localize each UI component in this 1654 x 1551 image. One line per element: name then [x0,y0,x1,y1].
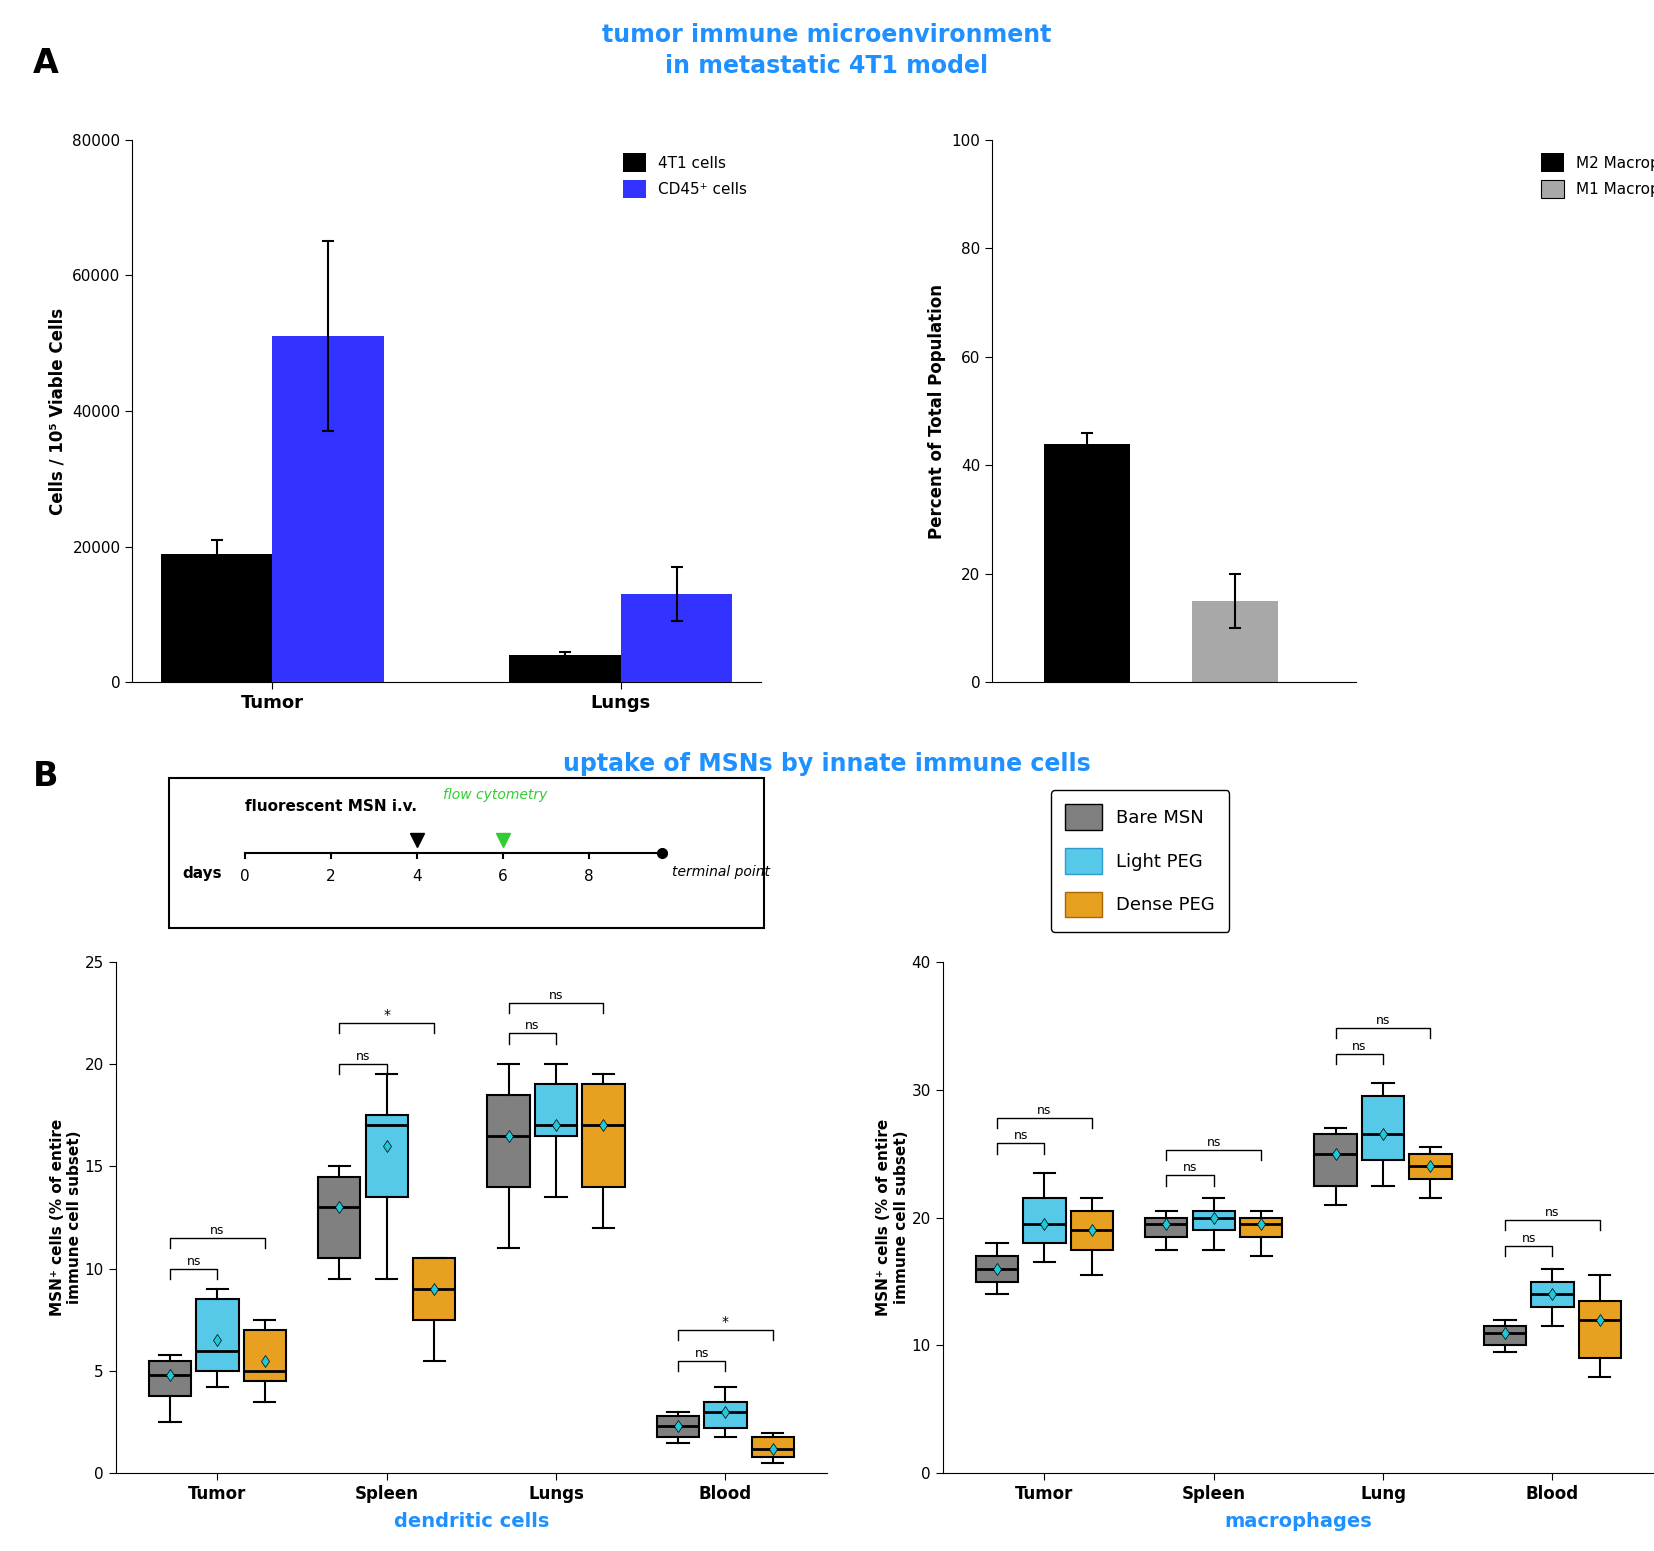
Text: terminal point: terminal point [672,865,769,879]
Text: days: days [182,865,222,881]
Text: ns: ns [1183,1162,1197,1174]
Legend: 4T1 cells, CD45⁺ cells: 4T1 cells, CD45⁺ cells [617,147,753,205]
Text: ns: ns [526,1019,539,1033]
X-axis label: macrophages: macrophages [1224,1512,1373,1531]
PathPatch shape [1315,1134,1356,1185]
Bar [1193,600,1279,682]
Text: tumor immune microenvironment
in metastatic 4T1 model: tumor immune microenvironment in metasta… [602,23,1052,78]
Y-axis label: MSN⁺ cells (% of entire
immune cell subset): MSN⁺ cells (% of entire immune cell subs… [877,1118,908,1317]
Text: ns: ns [1206,1135,1221,1149]
Y-axis label: MSN⁺ cells (% of entire
immune cell subset): MSN⁺ cells (% of entire immune cell subs… [50,1118,83,1317]
PathPatch shape [976,1256,1019,1281]
Text: 6: 6 [498,869,508,884]
Bar [273,337,384,682]
FancyBboxPatch shape [169,779,764,927]
Text: ns: ns [187,1255,200,1267]
Text: ns: ns [1522,1231,1537,1244]
PathPatch shape [1024,1199,1065,1244]
PathPatch shape [705,1402,746,1428]
PathPatch shape [1532,1281,1573,1307]
PathPatch shape [197,1300,238,1371]
Text: 0: 0 [240,869,250,884]
Text: uptake of MSNs by innate immune cells: uptake of MSNs by innate immune cells [562,752,1092,776]
Bar [509,655,620,682]
Text: A: A [33,47,60,79]
PathPatch shape [582,1084,625,1187]
PathPatch shape [1193,1211,1236,1230]
Text: ns: ns [1376,1014,1391,1027]
PathPatch shape [1409,1154,1452,1179]
PathPatch shape [1484,1326,1527,1345]
Text: *: * [721,1315,729,1329]
Text: ns: ns [356,1050,370,1062]
Text: flow cytometry: flow cytometry [443,788,547,802]
Text: ns: ns [549,988,564,1002]
Text: B: B [33,760,58,793]
Bar [1044,444,1130,682]
Text: ns: ns [210,1224,225,1238]
PathPatch shape [1070,1211,1113,1250]
Y-axis label: Percent of Total Population: Percent of Total Population [928,284,946,538]
Bar [620,594,733,682]
Text: ns: ns [1014,1129,1027,1142]
PathPatch shape [1240,1218,1282,1236]
Text: ns: ns [1037,1104,1052,1117]
PathPatch shape [414,1258,455,1320]
Text: ns: ns [695,1346,710,1360]
Text: *: * [384,1008,390,1022]
Text: 2: 2 [326,869,336,884]
Text: 8: 8 [584,869,594,884]
Text: ns: ns [1545,1207,1560,1219]
PathPatch shape [243,1331,286,1382]
Legend: M2 Macrophages, M1 Macrophages: M2 Macrophages, M1 Macrophages [1535,147,1654,205]
PathPatch shape [366,1115,409,1197]
PathPatch shape [657,1416,700,1436]
PathPatch shape [318,1177,361,1258]
PathPatch shape [1578,1301,1621,1359]
PathPatch shape [488,1095,529,1187]
X-axis label: dendritic cells: dendritic cells [394,1512,549,1531]
Text: 4: 4 [412,869,422,884]
PathPatch shape [534,1084,577,1135]
PathPatch shape [149,1360,192,1396]
Legend: Bare MSN, Light PEG, Dense PEG: Bare MSN, Light PEG, Dense PEG [1050,789,1229,932]
Bar [160,554,273,682]
Y-axis label: Cells / 10⁵ Viable Cells: Cells / 10⁵ Viable Cells [48,307,66,515]
Text: ns: ns [1353,1039,1366,1053]
PathPatch shape [1361,1097,1404,1160]
PathPatch shape [1145,1218,1188,1236]
Text: fluorescent MSN i.v.: fluorescent MSN i.v. [245,799,417,814]
PathPatch shape [751,1436,794,1456]
